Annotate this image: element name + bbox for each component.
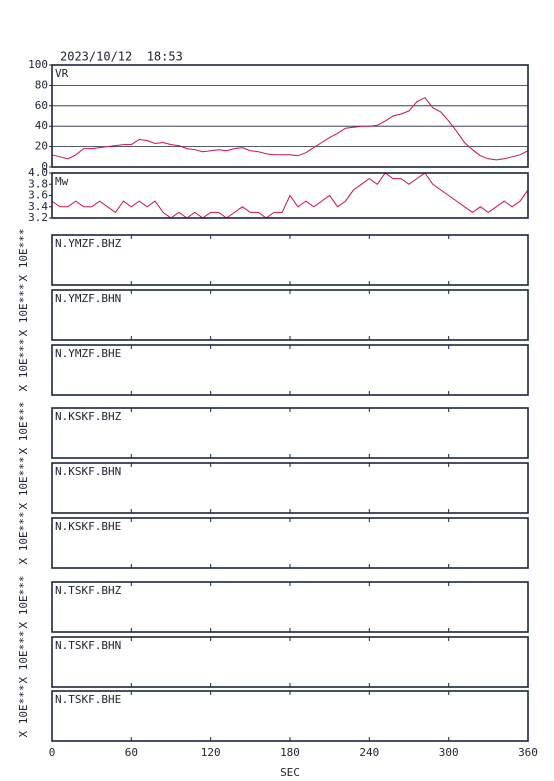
data-line [51,172,529,219]
trace-frame [51,407,529,459]
y-tick-label: 3.8 [28,177,48,190]
trace-scale: X 10E*** [17,576,30,629]
trace-label: N.YMZF.BHE [55,347,121,360]
trace-scale: X 10E*** [17,402,30,455]
y-tick-label: 3.2 [28,211,48,224]
y-tick-label: 60 [35,99,48,112]
x-axis-label: SEC [280,766,300,779]
panel-frame [51,64,529,168]
trace-label: N.KSKF.BHE [55,520,121,533]
chart-title: 2023/10/12 18:53 [60,50,183,64]
y-tick-label: 40 [35,119,48,132]
trace-scale: X 10E*** [17,284,30,337]
trace-frame [51,234,529,286]
x-tick-label: 60 [125,746,138,759]
trace-scale: X 10E*** [17,229,30,282]
trace-label: N.KSKF.BHZ [55,410,122,423]
trace-frame [51,636,529,688]
x-tick-label: 240 [359,746,379,759]
trace-frame [51,462,529,514]
trace-label: N.TSKF.BHE [55,693,121,706]
trace-label: N.YMZF.BHZ [55,237,122,250]
trace-label: N.KSKF.BHN [55,465,121,478]
panel-frame [51,172,529,219]
trace-frame [51,581,529,633]
trace-frame [51,289,529,341]
trace-frame [51,517,529,569]
y-tick-label: 4.0 [28,166,48,179]
trace-scale: X 10E*** [17,339,30,392]
data-line [51,96,529,161]
trace-label: N.YMZF.BHN [55,292,121,305]
y-tick-label: 100 [28,58,48,71]
trace-scale: X 10E*** [17,631,30,684]
x-tick-label: 120 [201,746,221,759]
panel-label: VR [55,67,69,80]
x-tick-label: 300 [439,746,459,759]
x-tick-label: 180 [280,746,300,759]
y-tick-label: 20 [35,140,48,153]
trace-scale: X 10E*** [17,512,30,565]
trace-label: N.TSKF.BHZ [55,584,122,597]
trace-frame [51,690,529,742]
panel-label: Mw [55,175,69,188]
trace-frame [51,344,529,396]
x-tick-label: 0 [49,746,56,759]
trace-scale: X 10E*** [17,457,30,510]
y-tick-label: 80 [35,78,48,91]
trace-scale: X 10E*** [17,685,30,738]
x-tick-label: 360 [518,746,538,759]
trace-label: N.TSKF.BHN [55,639,121,652]
y-tick-label: 0 [41,160,48,173]
y-tick-label: 3.4 [28,200,48,213]
y-tick-label: 3.6 [28,189,48,202]
